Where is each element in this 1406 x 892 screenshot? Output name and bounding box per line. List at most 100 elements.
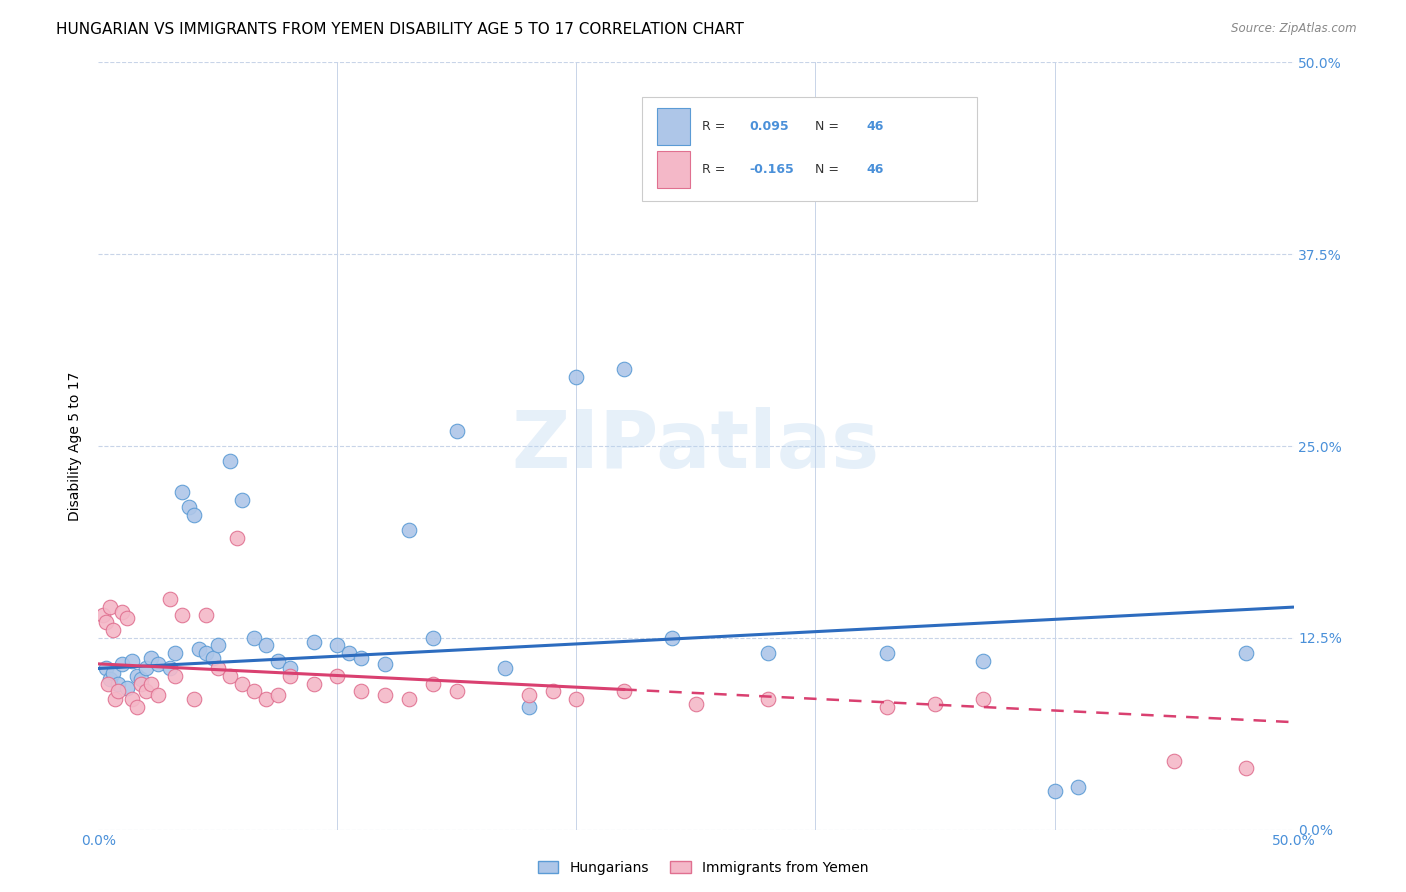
Text: N =: N = [815, 163, 844, 177]
Point [183, 692, 205, 706]
Point [565, 370, 588, 384]
Point [302, 635, 325, 649]
Bar [657, 108, 690, 145]
Point [326, 669, 349, 683]
Point [267, 688, 290, 702]
Point [1043, 784, 1066, 798]
Point [350, 650, 373, 665]
Point [179, 500, 201, 515]
Point [231, 492, 253, 507]
Point [131, 677, 153, 691]
Point [661, 631, 683, 645]
Point [101, 666, 124, 681]
Point [94, 615, 117, 630]
Y-axis label: Disability Age 5 to 17: Disability Age 5 to 17 [69, 371, 83, 521]
Point [398, 692, 420, 706]
Point [107, 677, 129, 691]
Point [1067, 780, 1090, 794]
Point [374, 657, 396, 671]
Text: ZIPatlas: ZIPatlas [512, 407, 880, 485]
Point [91, 607, 114, 622]
Legend: Hungarians, Immigrants from Yemen: Hungarians, Immigrants from Yemen [531, 855, 875, 880]
Point [613, 684, 636, 698]
Point [565, 692, 588, 706]
Text: 46: 46 [868, 163, 884, 177]
Point [98, 672, 122, 686]
Point [972, 692, 994, 706]
Point [278, 669, 301, 683]
Point [541, 684, 564, 698]
Point [243, 631, 266, 645]
Point [98, 600, 122, 615]
Point [219, 454, 242, 468]
Text: R =: R = [702, 120, 730, 133]
Bar [657, 152, 690, 188]
Point [1163, 754, 1185, 768]
Point [374, 688, 396, 702]
Point [422, 677, 444, 691]
Text: -0.165: -0.165 [749, 163, 794, 177]
Point [115, 611, 138, 625]
Point [135, 661, 157, 675]
Point [267, 654, 290, 668]
Point [148, 657, 170, 671]
Point [231, 677, 253, 691]
Point [125, 669, 148, 683]
Point [756, 646, 779, 660]
Point [135, 684, 157, 698]
Point [254, 639, 277, 653]
Point [172, 485, 194, 500]
Point [97, 677, 120, 691]
Point [104, 692, 127, 706]
Point [148, 688, 170, 702]
Point [207, 661, 229, 675]
Text: R =: R = [702, 163, 730, 177]
Point [613, 362, 636, 376]
Text: N =: N = [815, 120, 844, 133]
Point [121, 692, 143, 706]
Point [159, 661, 181, 675]
Point [226, 531, 249, 545]
Point [876, 699, 898, 714]
Point [101, 623, 124, 637]
Point [1234, 761, 1257, 775]
Point [125, 699, 148, 714]
Point [422, 631, 444, 645]
Point [121, 654, 143, 668]
Point [350, 684, 373, 698]
Point [924, 697, 946, 711]
Point [243, 684, 266, 698]
Point [876, 646, 898, 660]
Point [131, 672, 153, 686]
Point [517, 688, 540, 702]
Point [756, 692, 779, 706]
Text: 46: 46 [868, 120, 884, 133]
Point [115, 681, 138, 696]
Point [139, 677, 162, 691]
Text: 0.095: 0.095 [749, 120, 789, 133]
Point [972, 654, 994, 668]
Point [159, 592, 181, 607]
Point [326, 639, 349, 653]
Point [139, 650, 162, 665]
Point [195, 646, 218, 660]
Point [219, 669, 242, 683]
Point [163, 669, 186, 683]
Point [202, 650, 225, 665]
Point [163, 646, 186, 660]
FancyBboxPatch shape [643, 97, 977, 201]
Point [446, 424, 468, 438]
Point [172, 607, 194, 622]
Point [111, 605, 134, 619]
Point [685, 697, 707, 711]
Point [111, 657, 134, 671]
Text: HUNGARIAN VS IMMIGRANTS FROM YEMEN DISABILITY AGE 5 TO 17 CORRELATION CHART: HUNGARIAN VS IMMIGRANTS FROM YEMEN DISAB… [56, 22, 744, 37]
Point [278, 661, 301, 675]
Point [94, 661, 117, 675]
Point [398, 524, 420, 538]
Point [494, 661, 516, 675]
Point [107, 684, 129, 698]
Point [187, 641, 209, 656]
Point [183, 508, 205, 522]
Point [195, 607, 218, 622]
